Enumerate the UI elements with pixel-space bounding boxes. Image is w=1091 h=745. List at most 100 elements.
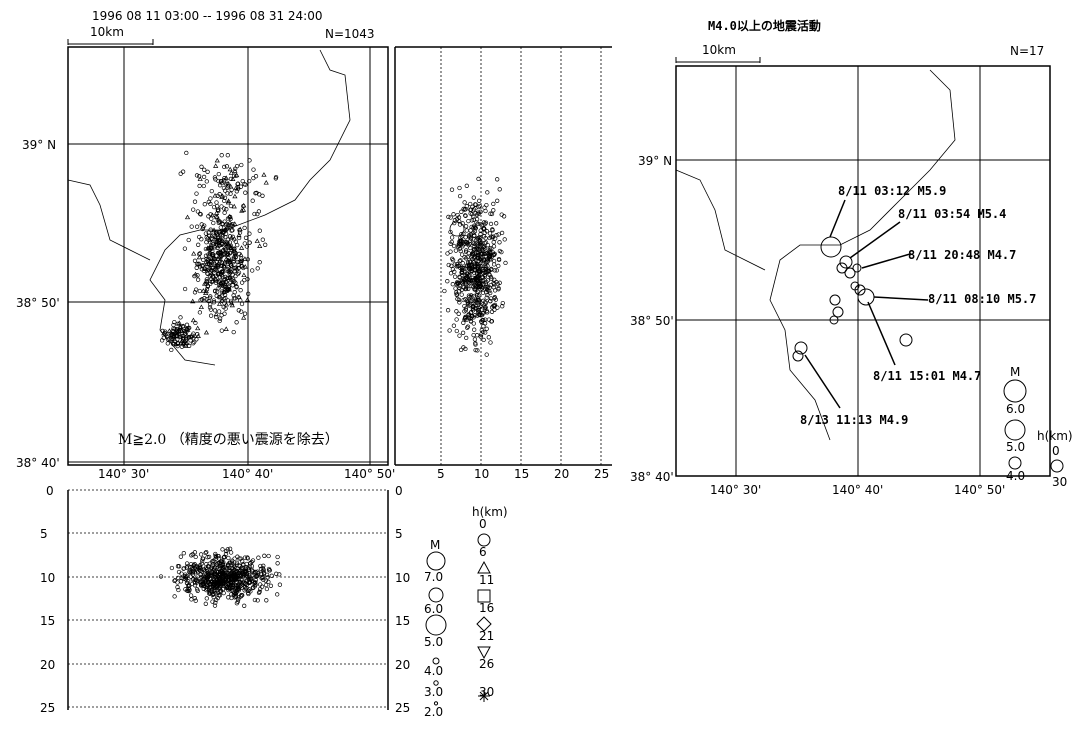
epicenter-point — [189, 224, 194, 229]
hypocenter-point — [220, 566, 226, 571]
epicenter-point — [205, 268, 210, 273]
epicenter-point — [243, 235, 249, 240]
epicenter-point — [180, 337, 186, 342]
epicenter-point — [257, 243, 263, 248]
hypocenter-point — [474, 284, 479, 289]
epicenter-point — [227, 250, 233, 255]
epicenter-point — [209, 188, 214, 194]
depth-label: 26 — [479, 657, 494, 671]
epicenter-point — [244, 297, 251, 302]
hypocenter-point — [237, 563, 242, 569]
epicenter-point — [216, 295, 222, 300]
epicenter-point — [232, 173, 237, 178]
hypocenter-point — [234, 585, 239, 591]
epicenter-point — [237, 251, 242, 257]
lat-label: 38° 40' — [16, 456, 60, 470]
magnitude-symbol — [433, 680, 439, 686]
epicenter-point — [194, 265, 199, 270]
epicenter-point — [247, 240, 252, 245]
epicenter-point — [221, 284, 227, 289]
epicenter-point — [273, 174, 279, 180]
epicenter-point — [190, 298, 196, 304]
hypocenter-point — [479, 332, 484, 337]
epicenter-point — [171, 341, 176, 347]
epicenter-point — [220, 290, 225, 296]
hypocenter-point — [216, 556, 222, 561]
hypocenter-point — [260, 575, 265, 580]
epicenter-point — [238, 245, 245, 250]
epicenter-point — [223, 222, 228, 228]
hypocenter-point — [226, 587, 231, 593]
epicenter-point — [222, 188, 228, 193]
hypocenter-point — [476, 267, 482, 273]
hypocenter-point — [471, 332, 476, 338]
epicenter-point — [230, 279, 236, 285]
epicenter-point — [216, 254, 222, 259]
hypocenter-point — [247, 580, 252, 586]
hypocenter-point — [195, 588, 200, 593]
hypocenter-point — [205, 555, 210, 560]
hypocenter-point — [464, 248, 469, 253]
scale-bar: 10km — [67, 25, 154, 45]
hypocenter-point — [222, 581, 227, 586]
epicenter-point — [232, 221, 238, 226]
hypocenter-point — [250, 558, 256, 563]
epicenter-point — [197, 288, 202, 294]
epicenter-point — [219, 194, 225, 199]
epicenter-point — [203, 290, 209, 295]
epicenter-point — [242, 241, 247, 246]
epicenter-point — [209, 272, 214, 278]
epicenter-point — [195, 273, 200, 278]
hypocenter-point — [488, 296, 494, 301]
epicenter-point — [202, 167, 207, 172]
hypocenter-point — [457, 283, 462, 288]
hypocenter-point — [467, 303, 472, 308]
hypocenter-point — [474, 217, 480, 222]
hypocenter-point — [472, 327, 477, 332]
ns-section-frame — [67, 490, 389, 710]
epicenter-point — [184, 340, 190, 345]
epicenter-point — [227, 275, 233, 280]
epicenter-point — [214, 203, 220, 209]
epicenter-point — [207, 305, 213, 310]
depth-label: 16 — [479, 601, 494, 615]
large-event-circle — [836, 262, 848, 274]
hypocenter-point — [474, 333, 480, 338]
epicenter-point — [191, 250, 197, 256]
epicenter-point — [223, 279, 228, 285]
hypocenter-point — [266, 579, 271, 585]
hypocenter-point — [485, 284, 490, 289]
epicenter-point — [239, 162, 244, 168]
epicenter-point — [228, 170, 234, 175]
epicenter-point — [225, 199, 231, 205]
hypocenter-point — [457, 241, 462, 246]
epicenter-point — [218, 225, 223, 230]
epicenter-point — [241, 272, 247, 278]
hypocenter-point — [481, 269, 486, 274]
hypocenter-point — [184, 580, 190, 586]
hypocenter-point — [454, 264, 459, 269]
hypocenter-point — [483, 221, 488, 226]
hypocenter-point — [495, 177, 500, 182]
magnitude-label: 2.0 — [424, 705, 443, 719]
epicenter-point — [201, 257, 206, 263]
hypocenter-point — [264, 572, 270, 577]
hypocenter-point — [457, 258, 462, 264]
hypocenter-point — [198, 580, 203, 585]
epicenter-point — [221, 263, 227, 269]
epicenter-point — [216, 301, 223, 306]
epicenter-point — [216, 208, 221, 214]
hypocenter-point — [459, 252, 465, 257]
epicenter-point — [196, 254, 203, 260]
epicenter-point — [180, 169, 186, 174]
hypocenter-point — [462, 200, 467, 205]
epicenter-point — [236, 232, 242, 238]
hypocenter-point — [249, 559, 254, 565]
hypocenter-point — [211, 594, 216, 600]
epicenter-point — [208, 240, 213, 245]
hypocenter-point — [446, 214, 451, 220]
epicenter-point — [205, 169, 210, 174]
hypocenter-point — [457, 193, 463, 199]
hypocenter-point — [457, 185, 462, 191]
